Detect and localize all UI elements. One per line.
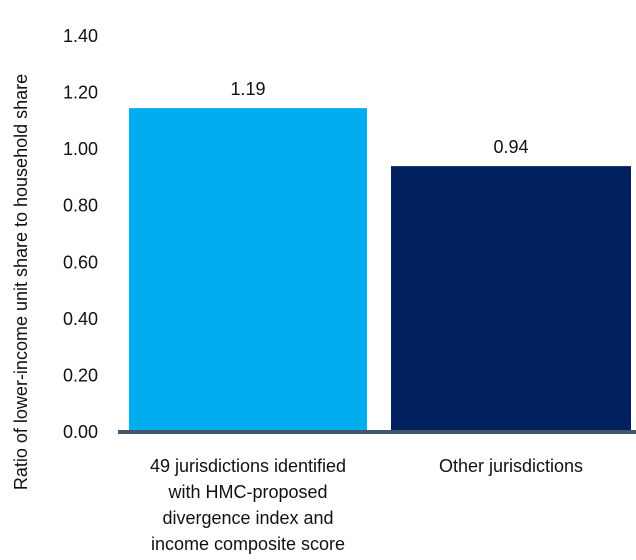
y-tick-label: 0.60 <box>63 252 98 272</box>
data-labels: 1.19 0.94 <box>230 79 528 157</box>
category-label: income composite score <box>151 534 345 554</box>
y-tick-label: 0.20 <box>63 365 98 385</box>
bar-value-label: 0.94 <box>493 137 528 157</box>
y-axis-ticks: 0.00 0.20 0.40 0.60 0.80 1.00 1.20 1.40 <box>63 26 98 442</box>
category-label: divergence index and <box>162 508 333 528</box>
y-tick-label: 0.00 <box>63 422 98 442</box>
category-label: with HMC-proposed <box>167 482 327 502</box>
category-labels: 49 jurisdictions identified with HMC-prop… <box>150 456 583 554</box>
bar <box>391 166 631 432</box>
y-tick-label: 1.00 <box>63 139 98 159</box>
bars <box>129 108 631 432</box>
y-tick-label: 0.40 <box>63 309 98 329</box>
y-axis-title: Ratio of lower-income unit share to hous… <box>11 74 31 490</box>
y-tick-label: 1.40 <box>63 26 98 46</box>
category-label: Other jurisdictions <box>439 456 583 476</box>
y-tick-label: 1.20 <box>63 83 98 103</box>
category-label: 49 jurisdictions identified <box>150 456 346 476</box>
bar-value-label: 1.19 <box>230 79 265 99</box>
y-tick-label: 0.80 <box>63 196 98 216</box>
bar <box>129 108 367 432</box>
